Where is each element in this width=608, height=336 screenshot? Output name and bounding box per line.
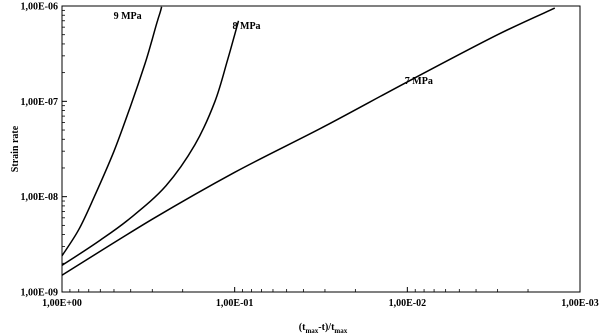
x-axis-title-t2: t [331,322,335,333]
y-axis: 1,00E-09 1,00E-08 1,00E-07 1,00E-06 [21,2,67,299]
series-line [61,20,240,267]
series-layer [61,6,556,276]
x-axis-title-t1: t [302,322,306,333]
series-line [61,6,163,257]
series-label: 8 MPa [233,21,261,32]
y-tick-label: 1,00E-07 [21,97,59,108]
series-labels: 9 MPa 8 MPa 7 MPa [114,11,433,87]
y-tick-label: 1,00E-06 [21,2,59,13]
x-axis-title-sub2: max [334,327,347,335]
x-axis-title: (tmax-t)/tmax [299,322,348,335]
x-tick-label: 1,00E-01 [216,298,254,309]
plot-frame [61,5,581,293]
x-tick-label: 1,00E+00 [42,298,82,309]
series-label: 9 MPa [114,11,142,22]
y-tick-label: 1,00E-08 [21,192,59,203]
y-tick-label: 1,00E-09 [21,288,59,299]
series-label: 7 MPa [405,76,433,87]
y-axis-title: Strain rate [10,125,21,172]
x-tick-label: 1,00E-02 [389,298,427,309]
x-axis-title-sub1: max [305,327,318,335]
series-line [61,7,556,276]
x-axis: 1,00E+00 1,00E-01 1,00E-02 1,00E-03 [42,287,599,309]
x-tick-label: 1,00E-03 [561,298,599,309]
